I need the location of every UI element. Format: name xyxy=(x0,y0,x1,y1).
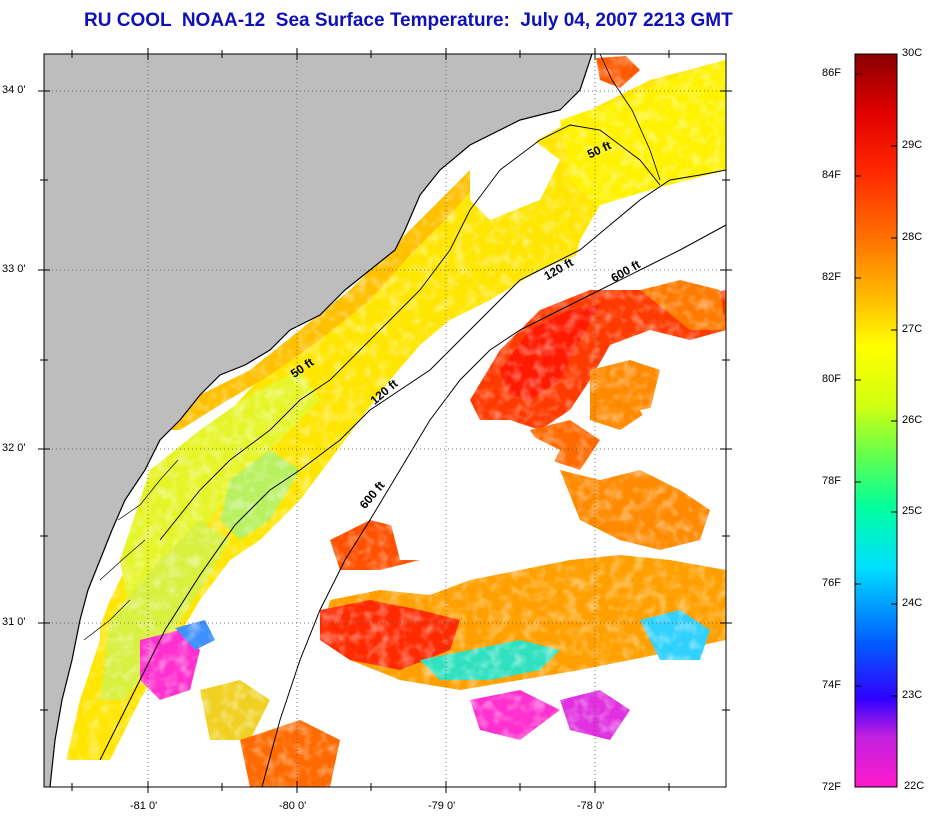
cloud-mask-3 xyxy=(570,170,726,290)
lat-label-34: 34 0' xyxy=(2,84,26,96)
colorbar-c-27: 27C xyxy=(902,323,923,335)
colorbar-f-76: 76F xyxy=(822,577,841,589)
lon-label-79: -79 0' xyxy=(428,800,456,812)
coastline xyxy=(49,54,593,787)
colorbar-f-72: 72F xyxy=(822,781,841,793)
sea-islands xyxy=(83,459,179,641)
map-frame xyxy=(43,53,727,788)
isobath-50ft xyxy=(159,124,661,541)
lon-label-78: -78 0' xyxy=(577,800,605,812)
cloud-mask-4 xyxy=(390,430,560,560)
map-plot-area xyxy=(44,54,726,787)
map-title: RU COOL NOAA-12 Sea Surface Temperature:… xyxy=(84,10,733,31)
colorbar-f-78: 78F xyxy=(822,475,841,487)
colorbar xyxy=(854,53,898,788)
cloud-mask-1 xyxy=(395,330,480,470)
cloud-mask-6 xyxy=(640,390,726,470)
lon-label-81: -81 0' xyxy=(130,800,158,812)
lat-label-32: 32 0' xyxy=(2,442,26,454)
axis-ticks xyxy=(38,48,732,793)
graticule xyxy=(44,54,726,787)
colorbar-f-84: 84F xyxy=(822,169,841,181)
colorbar-c-23: 23C xyxy=(902,689,923,701)
isobath-600ft xyxy=(261,224,726,787)
lat-label-31: 31 0' xyxy=(2,616,26,628)
isobath-120ft xyxy=(99,169,726,761)
lat-label-33: 33 0' xyxy=(2,263,26,275)
colorbar-c-24: 24C xyxy=(902,597,923,609)
colorbar-c-29: 29C xyxy=(902,139,923,151)
colorbar-c-28: 28C xyxy=(902,231,923,243)
colorbar-f-82: 82F xyxy=(822,271,841,283)
land-mass xyxy=(44,54,592,787)
colorbar-c-25: 25C xyxy=(902,505,923,517)
colorbar-f-80: 80F xyxy=(822,373,841,385)
colorbar-c-22: 22C xyxy=(904,780,925,792)
lon-label-80: -80 0' xyxy=(279,800,307,812)
colorbar-c-26: 26C xyxy=(902,414,923,426)
colorbar-f-74: 74F xyxy=(822,679,841,691)
river-north xyxy=(599,54,661,181)
colorbar-c-30: 30C xyxy=(902,47,923,59)
cloud-mask-2 xyxy=(470,130,560,220)
colorbar-f-86: 86F xyxy=(822,67,841,79)
colorbar-ticks xyxy=(855,53,897,788)
